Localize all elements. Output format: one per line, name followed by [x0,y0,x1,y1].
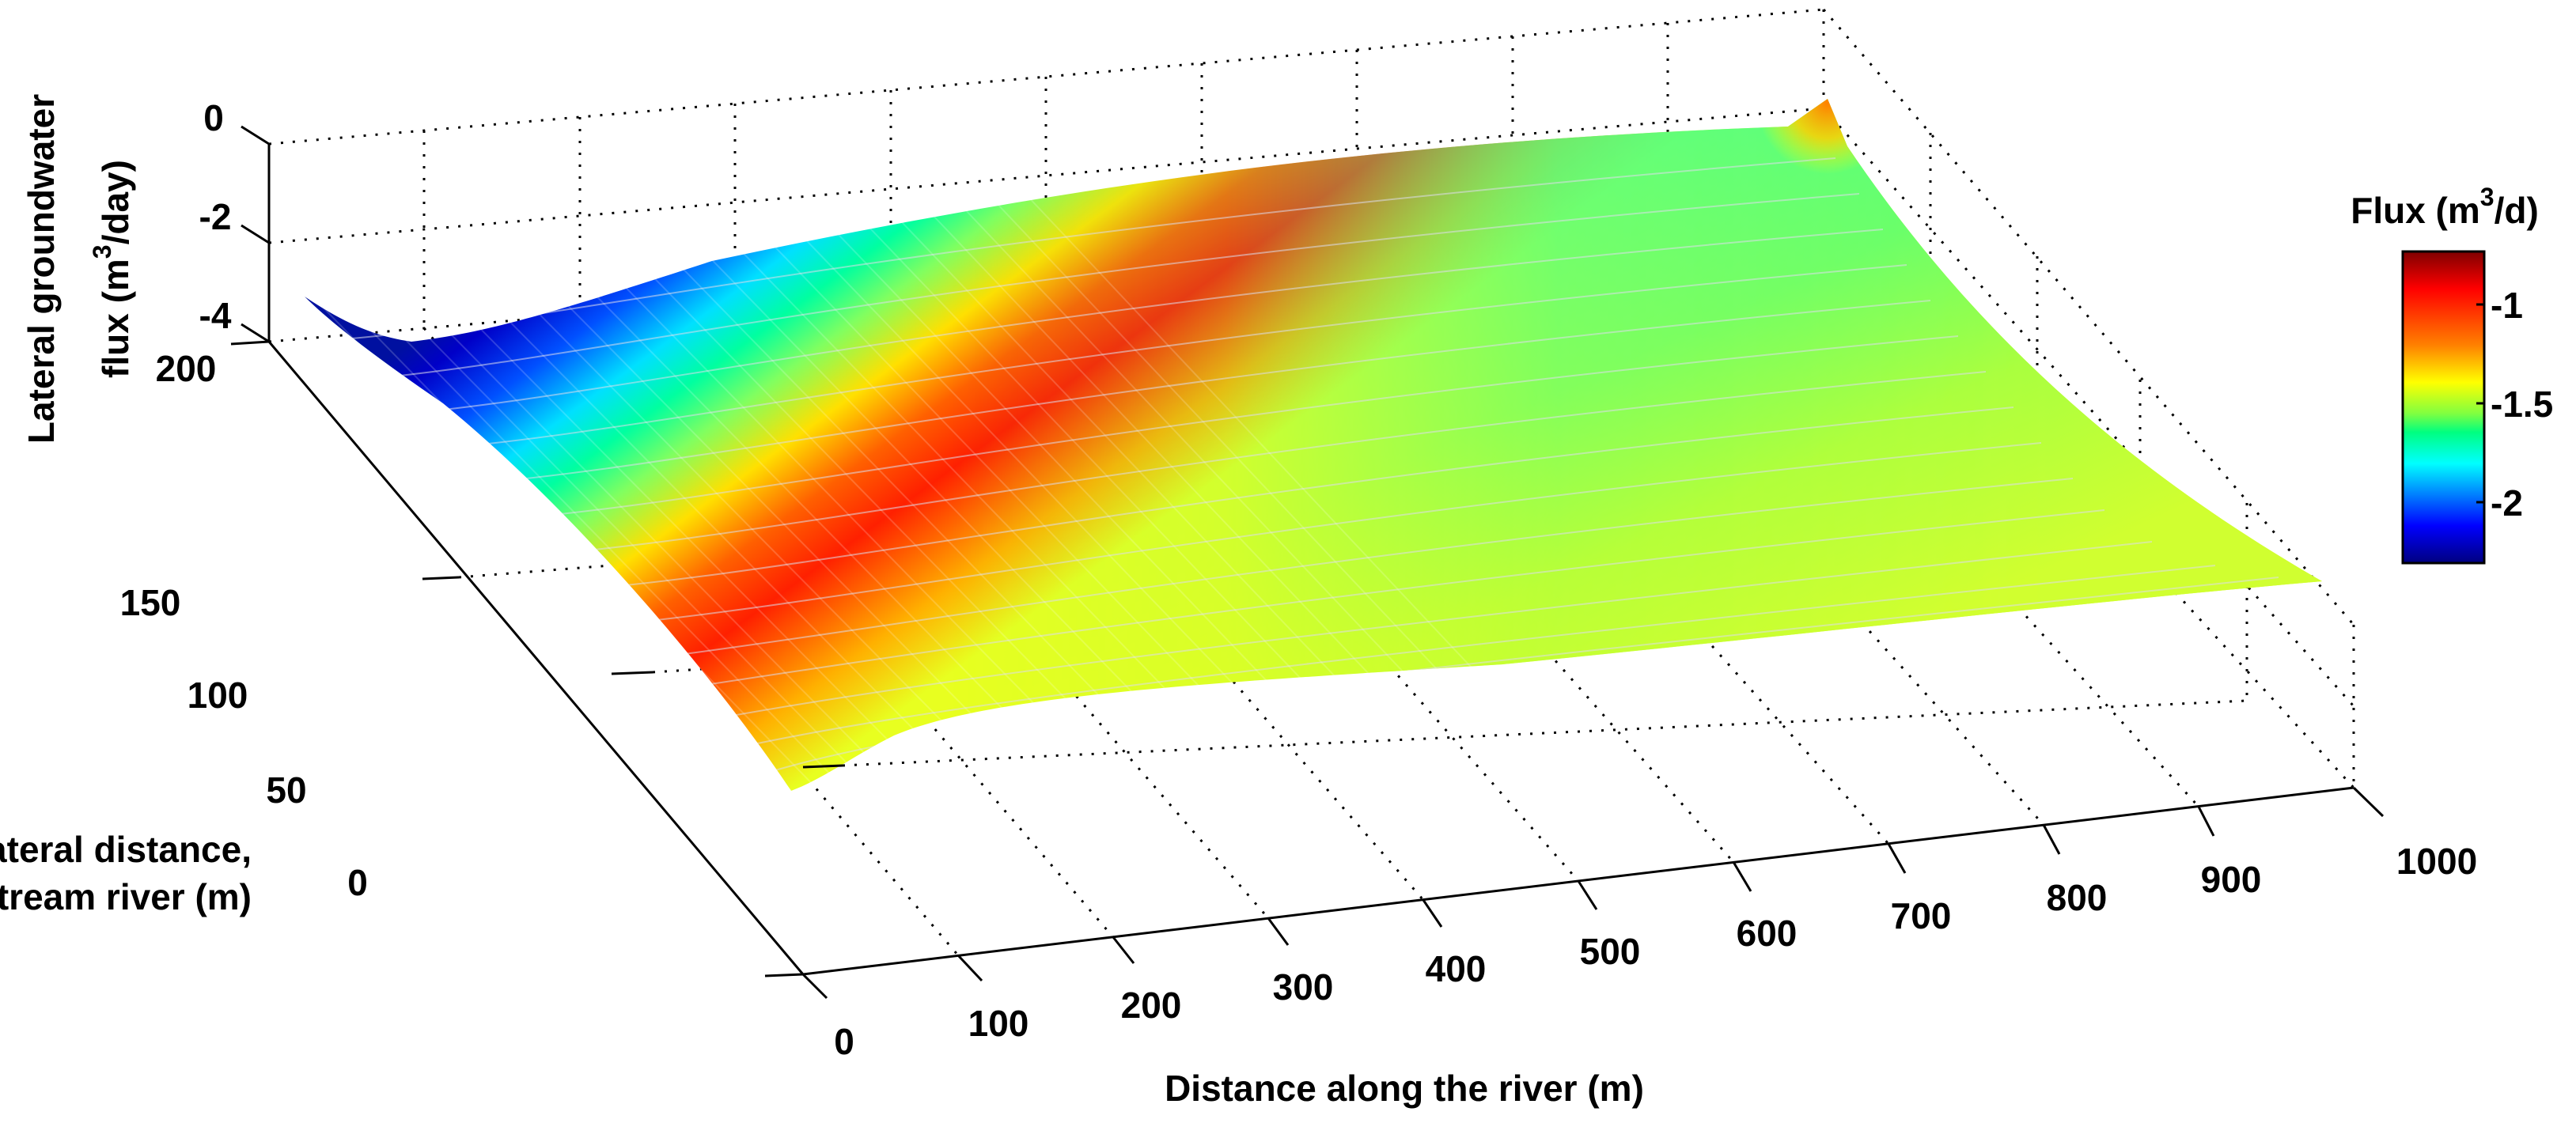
y-tick-100: 100 [188,675,248,716]
x-tick-700: 700 [1891,895,1952,936]
x-tick-100: 100 [968,1003,1029,1044]
y-tick-0: 0 [347,862,368,903]
y-tick-50: 50 [266,769,306,811]
y-tick-150: 150 [120,582,181,623]
x-tick-300: 300 [1273,966,1334,1008]
x-tick-1000: 1000 [2396,841,2477,882]
y-axis-title: Lateral distance, upstream river (m) [0,829,252,917]
y-axis: 200 150 100 50 0 [120,340,843,977]
y-tick-200: 200 [156,348,217,389]
x-tick-600: 600 [1737,913,1798,954]
colorbar-tick-minus1: -1 [2491,285,2523,326]
x-tick-800: 800 [2047,877,2108,918]
x-axis: 0 100 200 300 400 500 600 700 800 900 10… [801,786,2477,1062]
flux-surface [305,99,2322,791]
z-tick-0: 0 [203,97,224,138]
colorbar-title: Flux (m3/d) [2351,183,2539,231]
colorbar-tick-minus2: -2 [2491,482,2523,524]
z-tick-minus4: -4 [199,295,232,336]
x-tick-0: 0 [834,1021,854,1062]
colorbar-tick-minus1-5: -1.5 [2491,384,2553,425]
z-axis-title: Lateral groundwater flux (m3/day) [21,94,136,444]
x-tick-900: 900 [2201,859,2262,900]
y-axis-title-line1: Lateral distance, [0,829,252,870]
x-tick-500: 500 [1580,931,1641,972]
x-tick-400: 400 [1426,948,1487,989]
z-tick-minus2: -2 [199,196,232,237]
colorbar-gradient [2401,250,2486,565]
z-axis-title-line2: flux (m3/day) [88,160,136,378]
z-axis: 0 -2 -4 [199,97,271,343]
z-axis-title-line1: Lateral groundwater [21,94,62,444]
x-tick-200: 200 [1121,985,1182,1026]
colorbar: Flux (m3/d) -1 -1.5 -2 [2351,183,2553,565]
x-axis-title: Distance along the river (m) [1165,1068,1644,1109]
y-axis-title-line2: upstream river (m) [0,876,252,917]
